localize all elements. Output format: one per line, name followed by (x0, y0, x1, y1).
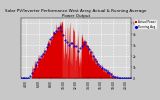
Title: Solar PV/Inverter Performance West Array Actual & Running Average Power Output: Solar PV/Inverter Performance West Array… (5, 9, 147, 18)
Legend: Actual Power, Running Avg: Actual Power, Running Avg (134, 19, 157, 30)
